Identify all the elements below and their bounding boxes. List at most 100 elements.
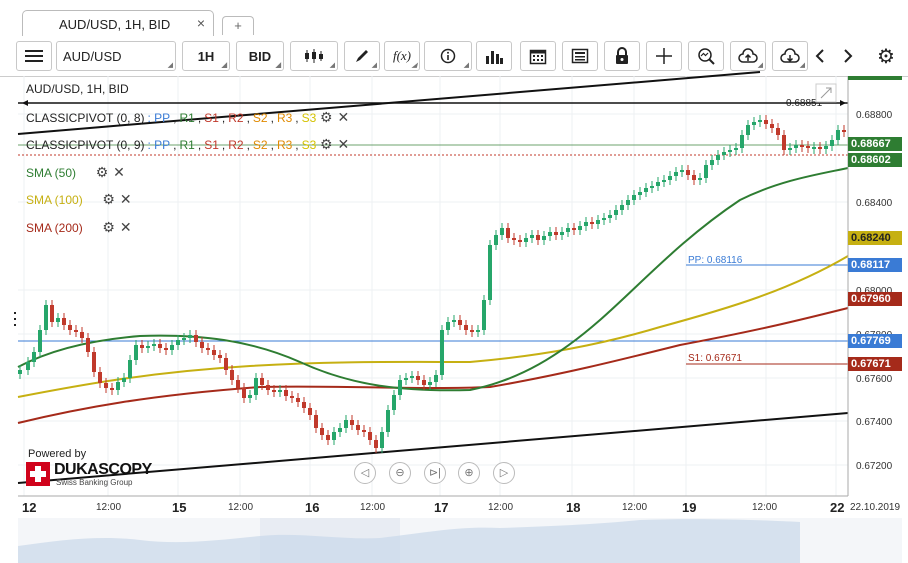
indicator-settings-gear-icon[interactable]: ⚙	[320, 109, 333, 125]
dukascopy-logo: DUKASCOPY Swiss Banking Group	[26, 461, 152, 488]
candle-body	[134, 345, 138, 360]
reset-view-button[interactable]: ⊳|	[424, 462, 446, 484]
candle-body	[416, 376, 420, 380]
candle-body	[38, 330, 42, 352]
time-tick-label: 12:00	[228, 502, 254, 513]
candle-body	[644, 188, 648, 192]
candle-body	[158, 344, 162, 348]
candle-body	[92, 352, 96, 372]
candle-body	[374, 440, 378, 448]
candle-body	[722, 152, 726, 155]
price-tick-label: 0.67600	[856, 374, 893, 385]
period-select[interactable]: 1H ◢	[182, 41, 230, 71]
indicator-settings-gear-icon[interactable]: ⚙	[320, 136, 333, 152]
candle-body	[776, 128, 780, 135]
sma-200-gear-icon[interactable]: ⚙	[102, 219, 115, 235]
candle-body	[638, 192, 642, 195]
price-tick-label: 0.68000	[856, 286, 893, 297]
side-select[interactable]: BID ◢	[236, 41, 284, 71]
candle-body	[692, 175, 696, 180]
time-tick-label: 12:00	[752, 502, 778, 513]
candlestick-icon[interactable]: ◢	[290, 41, 338, 71]
candle-body	[758, 120, 762, 122]
indicator-pp: : PP	[147, 110, 171, 125]
candle-body	[458, 320, 462, 325]
zoom-out-button[interactable]: ⊖	[389, 462, 411, 484]
candle-body	[254, 378, 258, 395]
indicator-r3: R3	[276, 110, 293, 125]
candle-body	[806, 146, 810, 148]
zoom-in-button[interactable]: ⊕	[458, 462, 480, 484]
candle-body	[530, 235, 534, 238]
candle-body	[422, 380, 426, 385]
indicator-remove-close-icon[interactable]: ✕	[337, 136, 350, 152]
calendar-icon[interactable]	[520, 41, 556, 71]
candle-body	[512, 238, 516, 240]
candle-body	[392, 395, 396, 410]
price-tag-4: 0.68117	[848, 258, 902, 272]
price-tag-5: 0.67960	[848, 292, 902, 306]
candle-body	[56, 318, 60, 322]
candle-body	[212, 350, 216, 355]
candle-body	[380, 432, 384, 448]
candle-body	[362, 430, 366, 432]
upload-icon[interactable]: ◢	[730, 41, 766, 71]
function-icon[interactable]: f(x) ◢	[384, 41, 420, 71]
tab-close-icon[interactable]: ×	[196, 15, 205, 31]
candle-body	[734, 148, 738, 150]
candle-body	[632, 195, 636, 200]
price-tag-3: 0.68240	[848, 231, 902, 245]
sma-100-gear-icon[interactable]: ⚙	[102, 191, 115, 207]
sma-50-gear-icon[interactable]: ⚙	[95, 164, 109, 180]
price-tick-label: 0.68800	[856, 110, 893, 121]
download-icon[interactable]: ◢	[772, 41, 808, 71]
candle-body	[680, 170, 684, 172]
time-tick-label: 12:00	[96, 502, 122, 513]
lock-icon[interactable]	[604, 41, 640, 71]
news-icon[interactable]	[562, 41, 598, 71]
menu-icon[interactable]	[16, 41, 52, 71]
pp-label: PP: 0.68116	[688, 255, 743, 266]
sma-200-line	[17, 307, 849, 424]
instrument-select[interactable]: AUD/USD ◢	[56, 41, 176, 71]
candle-body	[188, 335, 192, 338]
indicator-r2: R2	[228, 110, 244, 125]
chart-tab[interactable]: AUD/USD, 1H, BID ×	[22, 10, 214, 36]
candle-body	[434, 375, 438, 382]
chevron-left-icon[interactable]	[808, 41, 832, 71]
candle-body	[164, 348, 168, 350]
add-tab-button[interactable]: +	[222, 16, 254, 35]
candle-body	[272, 390, 276, 392]
s1-label: S1: 0.67671	[688, 353, 742, 364]
candle-body	[782, 135, 786, 150]
candle-body	[356, 425, 360, 430]
indicator-sma-50: SMA (50) ⚙ ✕	[26, 164, 126, 181]
gear-icon[interactable]: ⚙	[872, 41, 900, 71]
sma-50-close-icon[interactable]: ✕	[113, 164, 125, 180]
indicator-r1: R1	[179, 110, 195, 125]
chevron-right-icon[interactable]	[836, 41, 860, 71]
candle-body	[770, 124, 774, 128]
crosshair-icon[interactable]	[646, 41, 682, 71]
indicator-classicpivot-9: CLASSICPIVOT (0, 9) : PP, R1, S1, R2, S2…	[26, 136, 350, 152]
price-tag-6: 0.67769	[848, 334, 902, 348]
popout-arrow	[820, 87, 832, 99]
candle-body	[314, 415, 318, 428]
bar-volume-icon[interactable]	[476, 41, 512, 71]
lower-trendline	[17, 412, 849, 484]
info-icon[interactable]: ◢	[424, 41, 472, 71]
scroll-right-button[interactable]: ▷	[493, 462, 515, 484]
sma-100-close-icon[interactable]: ✕	[119, 191, 132, 207]
time-tick-label: 18	[566, 500, 581, 515]
pencil-icon[interactable]: ◢	[344, 41, 380, 71]
zoom-icon[interactable]	[688, 41, 724, 71]
price-tag-7: 0.67671	[848, 357, 902, 371]
sma-200-close-icon[interactable]: ✕	[119, 219, 132, 235]
sma-50-line	[17, 167, 849, 392]
indicator-remove-close-icon[interactable]: ✕	[337, 109, 350, 125]
candle-body	[710, 160, 714, 165]
candle-body	[344, 420, 348, 428]
scroll-left-button[interactable]: ◁	[354, 462, 376, 484]
candle-body	[818, 147, 822, 149]
